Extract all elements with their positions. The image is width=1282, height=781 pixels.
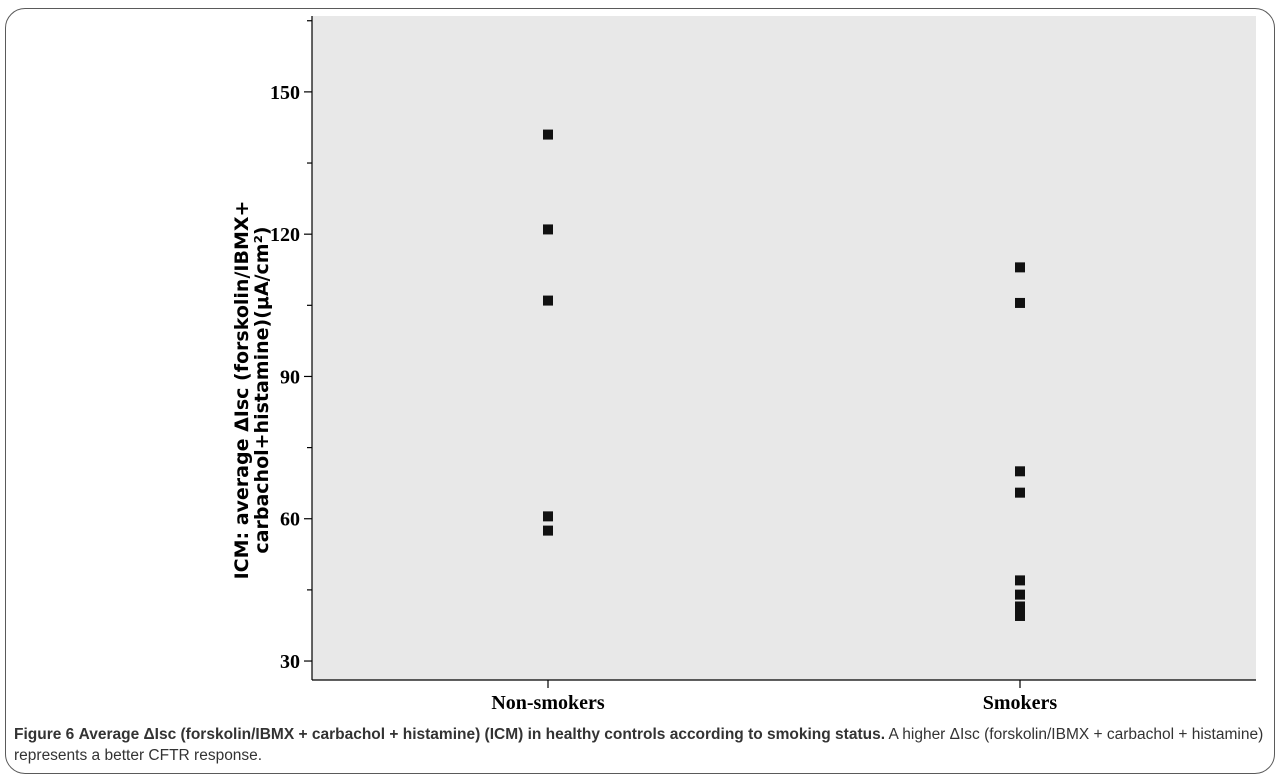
x-tick-label: Smokers bbox=[983, 692, 1058, 714]
data-point bbox=[1015, 589, 1025, 600]
data-point bbox=[1015, 610, 1025, 621]
y-tick-label: 120 bbox=[270, 224, 300, 246]
caption-label: Figure 6 bbox=[14, 726, 75, 743]
scatter-chart: 30 60 90 120 150 Non-smokers Smokers bbox=[270, 16, 1256, 714]
data-point bbox=[543, 511, 553, 522]
y-tick-label: 150 bbox=[270, 82, 300, 104]
figure-caption: Figure 6 Average ΔIsc (forskolin/IBMX + … bbox=[14, 724, 1269, 766]
data-point bbox=[1015, 262, 1025, 273]
plot-area bbox=[312, 16, 1256, 680]
y-tick-label: 30 bbox=[280, 651, 300, 673]
y-axis-label: ICM: average ΔIsc (forskolin/IBMX+ carba… bbox=[231, 200, 273, 580]
y-tick-label: 60 bbox=[280, 509, 300, 531]
data-point bbox=[1015, 297, 1025, 308]
caption-title: Average ΔIsc (forskolin/IBMX + carbachol… bbox=[78, 726, 886, 743]
y-axis-label-line1: ICM: average ΔIsc (forskolin/IBMX+ bbox=[231, 200, 253, 580]
data-point bbox=[1015, 466, 1025, 477]
data-point bbox=[543, 295, 553, 306]
data-point bbox=[543, 129, 553, 140]
data-point bbox=[543, 525, 553, 536]
data-point bbox=[543, 224, 553, 235]
caption-text: A higher ΔIsc (forskolin/IBMX + carbacho… bbox=[14, 726, 1264, 764]
y-tick-label: 90 bbox=[280, 366, 300, 388]
y-axis-label-line2: carbachol+histamine)(μA/cm²) bbox=[251, 226, 273, 554]
data-point bbox=[1015, 575, 1025, 586]
x-tick-label: Non-smokers bbox=[491, 692, 605, 714]
data-point bbox=[1015, 487, 1025, 498]
